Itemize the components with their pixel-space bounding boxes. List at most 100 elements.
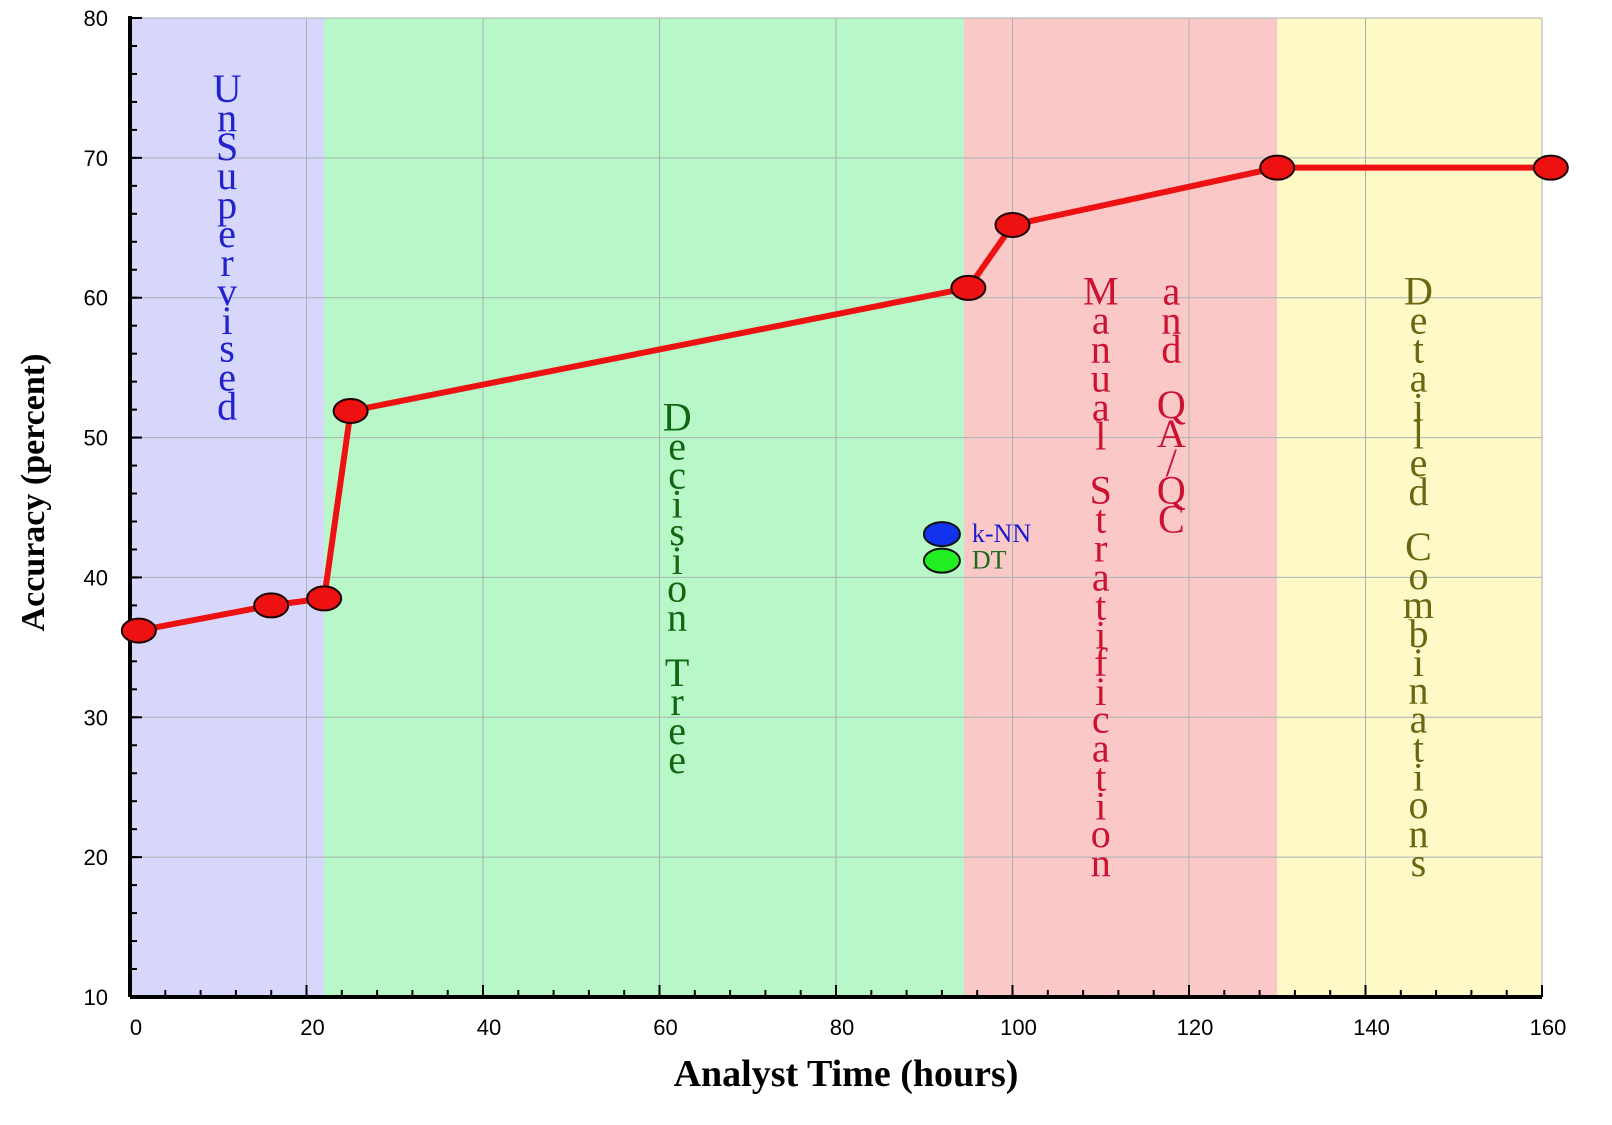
region-label-letter: t [1095,754,1106,799]
region-label-letter: Q [1157,382,1186,427]
region-label-letter: s [1411,840,1427,885]
region-label-letter: s [219,325,235,370]
region-band-1 [324,18,964,997]
region-label-letter: d [1408,469,1428,514]
region-label-letter: p [217,182,237,227]
region-label-letter: d [217,383,237,428]
region-label-letter: n [1091,840,1111,885]
region-label-letter: e [668,424,686,469]
region-label-letter: n [1408,811,1428,856]
region-label-letter: e [668,708,686,753]
region-label-letter: C [1158,496,1185,541]
region-label-letter: u [217,153,237,198]
region-label-letter: n [1408,667,1428,712]
region-label-letter: i [222,298,233,343]
region-label-letter: S [216,124,238,169]
x-tick-label: 40 [477,1015,501,1040]
region-label-letter: e [218,354,236,399]
x-tick-label: 160 [1530,1015,1567,1040]
x-tick-label: 80 [830,1015,854,1040]
region-label-letter: n [217,95,237,140]
region-label-letter: b [1408,611,1428,656]
x-tick-label: 0 [130,1015,142,1040]
region-label-letter: i [1095,612,1106,657]
series [120,154,1569,644]
region-label-letter: v [217,269,237,314]
region-label-letter: A [1157,411,1186,456]
region-band-0 [130,18,325,997]
x-axis-title: Analyst Time (hours) [674,1053,1019,1095]
data-point [120,617,157,644]
region-label-letter: s [669,509,685,554]
region-label-letter: o [667,566,687,611]
region-label-letter: e [1410,298,1428,343]
region-label-letter: t [1413,327,1424,372]
y-tick-label: 70 [84,146,108,171]
x-tick-label: 60 [653,1015,677,1040]
region-label-letter: c [668,453,686,498]
marker-label-dt: DT [972,546,1007,575]
region-label-letter: D [1404,269,1433,314]
region-label-letter: r [220,240,233,285]
marker-dt [922,547,961,574]
y-tick-label: 10 [84,985,108,1010]
marker-label-k-nn: k-NN [972,519,1031,548]
y-axis-title: Accuracy (percent) [15,354,52,632]
data-point [994,211,1031,238]
shaded-regions [130,18,1542,997]
region-label-letter: n [1161,298,1181,343]
region-label-letter: / [1166,440,1178,485]
y-tick-label: 40 [84,565,108,590]
region-label-letter: M [1083,269,1119,314]
region-label-letter: a [1092,554,1110,599]
data-point [1532,154,1569,181]
y-tick-label: 20 [84,845,108,870]
region-label-letter: i [1413,385,1424,430]
region-label-letter: o [1091,811,1111,856]
region-band-3 [1277,18,1542,997]
region-label-letter: a [1092,385,1110,430]
region-label-letter: C [1405,524,1432,569]
region-label-letter: i [1413,754,1424,799]
region-label-letter: n [667,595,687,640]
region-label-letter: Q [1157,467,1186,512]
x-tick-label: 140 [1353,1015,1390,1040]
region-label-letter: f [1094,640,1108,685]
y-tick-label: 50 [84,426,108,451]
data-point [306,585,343,612]
region-label-letter: t [1095,496,1106,541]
ticks: 0 20 40 60 80 100 120 140 160 10 20 30 40 50 60 70 80 [84,6,1567,1040]
region-label-letter: u [1091,356,1111,401]
x-tick-label: 120 [1177,1015,1214,1040]
region-label-letter: T [665,650,689,695]
region-label-letter: a [1410,696,1428,741]
region-label-letter: i [1095,669,1106,714]
region-label-letter: i [1095,783,1106,828]
region-label-letter: a [1092,725,1110,770]
region-label-letter: i [1413,640,1424,685]
y-tick-label: 80 [84,6,108,31]
region-label-letter: a [1092,298,1110,343]
region-label-letter: n [1091,327,1111,372]
region-label-letter: D [663,395,692,440]
region-label-letter: S [1090,467,1112,512]
data-point [1259,154,1296,181]
region-label-letter: d [1161,327,1181,372]
gridlines [130,17,1543,997]
region-label-letter: r [1094,525,1107,570]
region-label-letter: l [1095,414,1106,459]
data-point [950,274,987,301]
region-label-letter: o [1408,782,1428,827]
y-tick-label: 60 [84,286,108,311]
region-label-letter: i [672,482,683,527]
region-label-letter: m [1403,582,1434,627]
region-band-2 [963,18,1278,997]
region-label-letter: a [1410,356,1428,401]
region-label-letter: i [672,538,683,583]
region-label-letter: t [1095,583,1106,628]
region-label-letter: t [1413,725,1424,770]
y-tick-label: 30 [84,705,108,730]
